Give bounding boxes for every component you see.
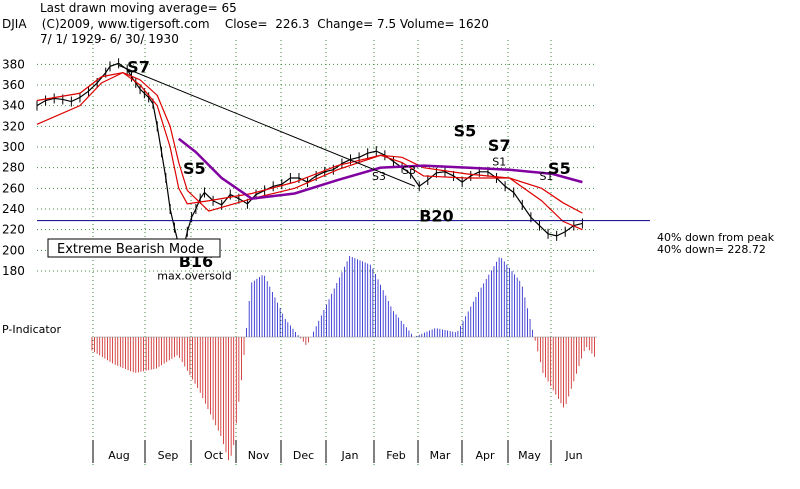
forty-pct-line-label: 40% down from peak (657, 231, 775, 244)
symbol-info-line: DJIA (C)2009, www.tigersoft.com Close= 2… (2, 17, 489, 31)
signal-s7: S7 (488, 136, 511, 155)
y-tick-180: 180 (2, 264, 25, 278)
forty-pct-value-label: 40% down= 228.72 (657, 243, 766, 256)
p-indicator-label: P-Indicator (2, 323, 61, 336)
y-tick-360: 360 (2, 78, 25, 92)
y-tick-220: 220 (2, 223, 25, 237)
y-tick-200: 200 (2, 243, 25, 257)
month-label-Feb: Feb (386, 449, 405, 462)
p-indicator-layer (91, 256, 597, 461)
signal-max-oversold: max.oversold (157, 269, 232, 282)
y-tick-280: 280 (2, 161, 25, 175)
signal-s5: S5 (183, 159, 206, 178)
month-label-Apr: Apr (475, 449, 495, 462)
month-label-Aug: Aug (108, 449, 129, 462)
y-tick-340: 340 (2, 99, 25, 113)
signal-s1: S1 (492, 156, 506, 169)
series-trendline (118, 64, 416, 187)
signal-s5: S5 (454, 122, 477, 141)
signal-s3: S3 (372, 170, 386, 183)
series-ma-65 (177, 137, 583, 200)
month-label-Oct: Oct (204, 449, 224, 462)
extreme-bearish-box (47, 238, 221, 258)
month-label-Jun: Jun (564, 449, 582, 462)
x-axis: Aug Sep Oct Nov Dec Jan Feb Mar Apr May Jun (92, 440, 583, 463)
y-axis: 380 360 340 320 300 280 260 240 220 200 180 (2, 57, 25, 278)
series-layer (36, 58, 650, 256)
month-label-Nov: Nov (248, 449, 270, 462)
signal-s1: S1 (539, 170, 553, 183)
y-tick-300: 300 (2, 140, 25, 154)
y-tick-240: 240 (2, 202, 25, 216)
moving-average-note: Last drawn moving average= 65 (40, 1, 237, 15)
signal-b20: B20 (419, 206, 453, 225)
date-range: 7/ 1/ 1929- 6/ 30/ 1930 (40, 32, 179, 46)
series-ma-10 (36, 71, 583, 231)
y-tick-320: 320 (2, 119, 25, 133)
month-label-Mar: Mar (430, 449, 451, 462)
month-label-Dec: Dec (293, 449, 314, 462)
month-label-Sep: Sep (158, 449, 179, 462)
signal-s3: S3 (402, 164, 416, 177)
signal-s7: S7 (127, 58, 150, 77)
month-label-May: May (518, 449, 541, 462)
extreme-bearish-label: Extreme Bearish Mode (57, 242, 204, 257)
y-tick-260: 260 (2, 181, 25, 195)
signal-s5: S5 (548, 159, 571, 178)
month-label-Jan: Jan (341, 449, 359, 462)
y-tick-380: 380 (2, 57, 25, 71)
